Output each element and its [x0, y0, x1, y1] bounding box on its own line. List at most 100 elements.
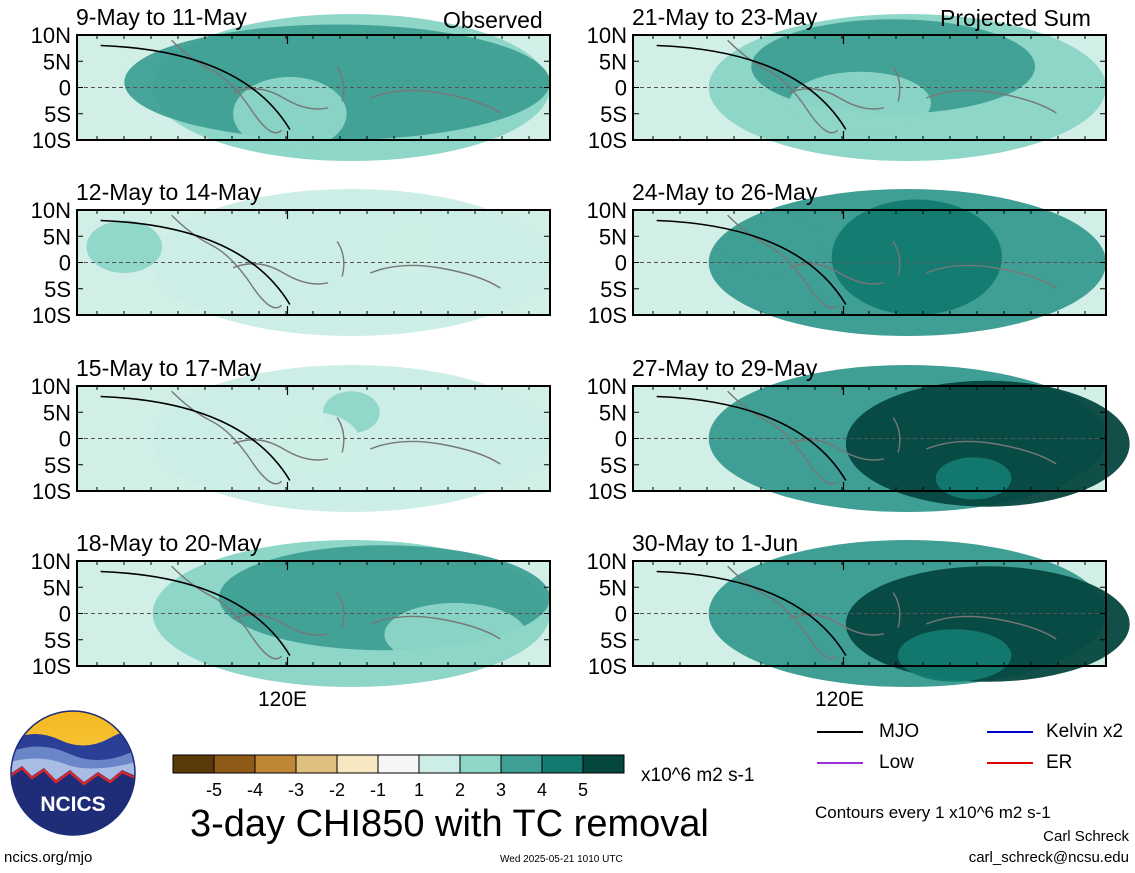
y-tick-label: 10S	[588, 654, 627, 679]
colorbar-swatch-5	[377, 754, 420, 774]
colorbar-swatch-9	[541, 754, 584, 774]
x-tick-label-right: 120E	[815, 688, 865, 711]
shading-level-max	[935, 457, 1012, 500]
panel-title-3: 15-May to 17-May	[76, 355, 262, 381]
y-tick-label: 5S	[44, 628, 71, 653]
colorbar-label: 2	[455, 780, 465, 800]
y-tick-label: 10S	[588, 303, 627, 328]
legend-swatches-right	[987, 731, 1033, 764]
shading-level-max	[266, 412, 361, 476]
mjo-contour	[656, 219, 847, 305]
colorbar-label: -4	[247, 780, 263, 800]
y-tick-label: 5N	[599, 575, 627, 600]
y-tick-label: 10S	[588, 479, 627, 504]
shading-level-max	[86, 220, 163, 273]
colorbar-label: -1	[370, 780, 386, 800]
shading-level-max	[384, 603, 527, 666]
y-tick-label: 5S	[44, 277, 71, 302]
mjo-contour	[656, 44, 847, 130]
y-tick-label: 10N	[31, 374, 71, 399]
colorbar-swatch-6	[418, 754, 461, 774]
panel-title-5: 21-May to 23-May	[632, 4, 818, 30]
site-url: ncics.org/mjo	[4, 849, 93, 866]
mjo-contour	[100, 570, 291, 656]
y-tick-label: 0	[59, 76, 71, 101]
y-tick-label: 5N	[43, 49, 71, 74]
panel-title-2: 12-May to 14-May	[76, 179, 262, 205]
legend-label-er: ER	[1046, 752, 1073, 773]
panel-title-6: 24-May to 26-May	[632, 179, 818, 205]
shading-level-max	[831, 199, 1002, 315]
y-tick-label: 0	[59, 602, 71, 627]
y-tick-label: 5N	[599, 49, 627, 74]
timestamp: Wed 2025-05-21 1010 UTC	[500, 854, 623, 865]
y-tick-label: 0	[615, 602, 627, 627]
colorbar-swatch-1	[213, 754, 256, 774]
y-tick-label: 10S	[32, 128, 71, 153]
y-tick-label: 10N	[587, 374, 627, 399]
y-tick-label: 5N	[43, 575, 71, 600]
panel-title-7: 27-May to 29-May	[632, 355, 818, 381]
y-tick-label: 10N	[587, 23, 627, 48]
mjo-contour	[100, 44, 291, 130]
y-tick-label: 0	[615, 76, 627, 101]
ncics-logo: NCICS	[10, 710, 136, 836]
colorbar-label: 4	[537, 780, 547, 800]
colorbar-label: 1	[414, 780, 424, 800]
y-tick-label: 10N	[31, 23, 71, 48]
colorbar-swatch-0	[172, 754, 215, 774]
mjo-contour	[100, 395, 291, 481]
legend-label-kelvin: Kelvin x2	[1046, 721, 1124, 742]
mjo-contour	[656, 570, 847, 656]
y-tick-label: 5N	[43, 400, 71, 425]
coastline	[727, 565, 1057, 660]
colorbar-swatch-2	[254, 754, 297, 774]
y-tick-label: 5S	[600, 628, 627, 653]
legend-swatches-left	[817, 731, 863, 764]
y-tick-label: 5S	[600, 277, 627, 302]
colorbar-swatch-3	[295, 754, 338, 774]
y-tick-label: 5S	[600, 453, 627, 478]
panel-title-4: 18-May to 20-May	[76, 530, 262, 556]
y-tick-label: 10N	[31, 198, 71, 223]
coastline	[171, 39, 501, 134]
mjo-contour	[100, 219, 291, 305]
colorbar-units: x10^6 m2 s-1	[641, 765, 755, 786]
colorbar-label: -5	[206, 780, 222, 800]
colorbar-swatch-7	[459, 754, 502, 774]
coastline	[727, 214, 1057, 309]
y-tick-label: 0	[615, 427, 627, 452]
y-tick-label: 5S	[600, 102, 627, 127]
y-tick-label: 5N	[43, 224, 71, 249]
y-tick-label: 10S	[32, 479, 71, 504]
y-tick-label: 10S	[588, 128, 627, 153]
y-tick-label: 5S	[44, 453, 71, 478]
author: Carl Schreck	[1043, 828, 1129, 845]
mjo-contour	[656, 395, 847, 481]
logo-text: NCICS	[40, 793, 105, 816]
y-tick-label: 0	[615, 251, 627, 276]
y-tick-label: 10N	[587, 549, 627, 574]
panel-title-1: 9-May to 11-May	[76, 4, 247, 30]
shading-level-max	[845, 380, 1130, 507]
shading-level-max	[789, 71, 931, 135]
y-tick-label: 10N	[587, 198, 627, 223]
panel-title-8: 30-May to 1-Jun	[632, 530, 799, 556]
colorbar-label: 3	[496, 780, 506, 800]
colorbar: -5 -4 -3 -2 -1 1 2 3 4 5	[172, 754, 625, 800]
y-tick-label: 0	[59, 427, 71, 452]
colorbar-label: -3	[288, 780, 304, 800]
main-title: 3-day CHI850 with TC removal	[190, 803, 709, 845]
y-tick-label: 10N	[31, 549, 71, 574]
colorbar-label: 5	[578, 780, 588, 800]
coastline	[171, 390, 501, 485]
